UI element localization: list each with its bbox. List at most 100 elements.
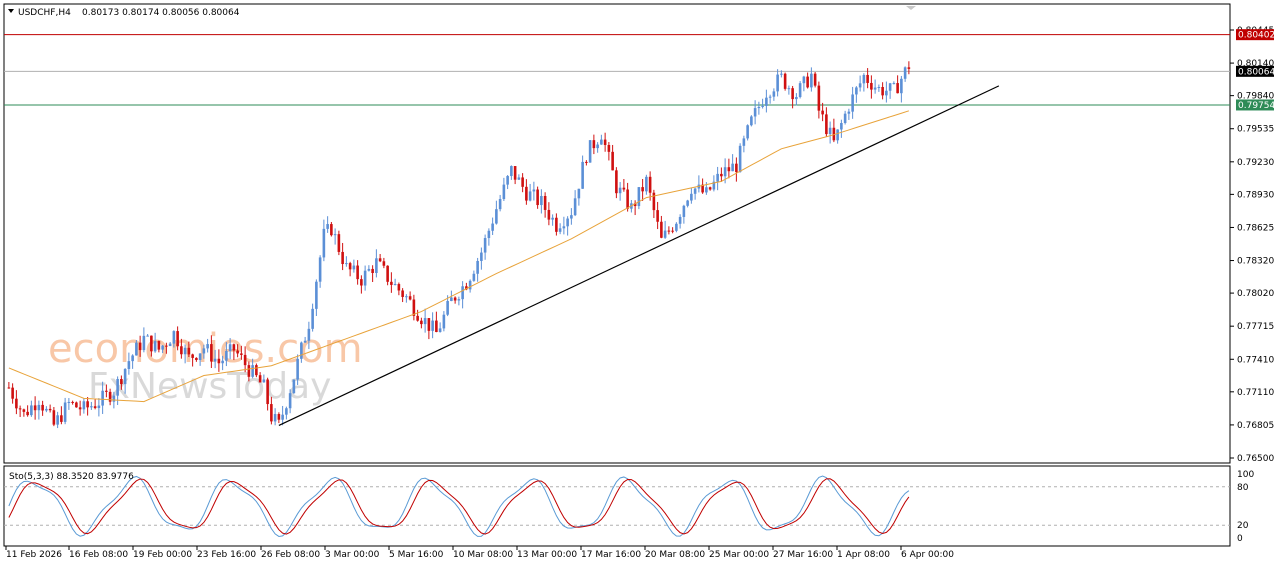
candle-body — [768, 96, 772, 98]
trendline[interactable] — [278, 85, 1000, 426]
candle-body — [22, 409, 26, 412]
candle-body — [56, 415, 59, 425]
time-tick-label: 3 Mar 00:00 — [325, 550, 380, 560]
candle-body — [761, 105, 764, 107]
candle-body — [675, 223, 678, 231]
candle-body — [67, 401, 71, 403]
price-pane — [3, 3, 1231, 464]
candle-body — [855, 87, 858, 95]
candle-body — [258, 375, 262, 383]
candle-body — [555, 217, 558, 232]
candle-body — [480, 252, 483, 261]
candle-body — [772, 91, 776, 97]
candle-body — [716, 173, 719, 182]
candle-body — [423, 318, 427, 325]
stochastic-main-line — [8, 475, 910, 537]
price-tick-label: 0.77110 — [1237, 388, 1274, 398]
candle-body — [735, 163, 738, 173]
candle-body — [41, 404, 44, 411]
chart-menu-triangle-icon[interactable] — [8, 9, 14, 13]
candle-body — [765, 97, 768, 106]
stochastic-tick-label: 100 — [1237, 470, 1254, 480]
candle-body — [300, 342, 303, 359]
candle-body — [483, 238, 487, 253]
candle-body — [626, 189, 629, 209]
candle-body — [720, 173, 723, 177]
candle-body — [641, 187, 644, 192]
candle-body — [723, 167, 727, 177]
candle-body — [345, 263, 348, 265]
candle-body — [817, 85, 821, 111]
candle-body — [495, 209, 498, 224]
candle-body — [645, 176, 648, 192]
candle-body — [37, 404, 41, 411]
candle-body — [15, 398, 18, 409]
candle-body — [26, 411, 29, 416]
candle-body — [112, 395, 116, 402]
candle-body — [251, 365, 254, 377]
stochastic-signal-line — [8, 478, 910, 535]
stochastic-pane — [3, 465, 1231, 547]
candles-group — [7, 61, 911, 429]
candle-body — [86, 401, 89, 408]
candle-body — [386, 265, 389, 282]
candle-body — [525, 186, 528, 201]
candle-body — [892, 83, 896, 85]
candle-body — [472, 273, 476, 281]
candle-body — [468, 280, 472, 290]
candle-body — [521, 177, 524, 187]
candle-body — [352, 265, 356, 270]
candle-body — [382, 261, 386, 266]
price-tick-label: 0.76500 — [1237, 454, 1274, 464]
candle-body — [746, 125, 749, 139]
candle-body — [528, 191, 532, 201]
price-tick-label: 0.76805 — [1237, 421, 1274, 431]
candle-body — [900, 78, 903, 94]
candle-body — [821, 110, 824, 115]
candle-body — [457, 299, 461, 301]
candle-body — [7, 387, 11, 389]
candle-body — [753, 108, 757, 117]
candle-body — [708, 187, 712, 190]
time-tick-label: 13 Mar 00:00 — [517, 550, 577, 560]
candle-body — [401, 290, 404, 297]
candle-body — [195, 357, 198, 361]
candle-body — [408, 296, 412, 300]
candle-body — [341, 251, 344, 265]
time-tick-label: 20 Mar 08:00 — [645, 550, 705, 560]
candle-body — [420, 320, 423, 325]
candle-body — [337, 234, 341, 252]
candle-body — [71, 401, 74, 403]
candle-body — [581, 161, 584, 189]
candle-body — [851, 94, 854, 112]
candle-body — [862, 74, 866, 84]
time-tick-label: 27 Mar 16:00 — [773, 550, 833, 560]
candle-body — [127, 361, 131, 369]
candle-body — [825, 114, 828, 135]
candle-body — [637, 187, 641, 207]
candle-body — [206, 344, 209, 349]
candle-body — [442, 314, 446, 329]
candle-body — [907, 67, 911, 69]
candle-body — [416, 315, 419, 321]
candle-body — [877, 87, 881, 89]
candle-body — [180, 346, 183, 355]
candle-body — [727, 167, 731, 172]
candle-body — [63, 402, 67, 422]
candle-body — [363, 270, 367, 286]
candle-body — [798, 83, 802, 98]
candle-body — [210, 344, 213, 362]
scroll-marker-icon[interactable] — [906, 6, 916, 10]
candle-body — [873, 87, 877, 90]
candle-body — [513, 166, 517, 180]
time-tick-label: 6 Apr 00:00 — [901, 550, 954, 560]
symbol-label: USDCHF,H4 — [18, 8, 71, 18]
candle-body — [183, 347, 187, 355]
candle-body — [101, 390, 104, 406]
candle-body — [870, 82, 873, 90]
candle-body — [603, 139, 607, 145]
candle-body — [236, 350, 239, 354]
candle-body — [596, 144, 599, 149]
candle-body — [686, 200, 689, 206]
